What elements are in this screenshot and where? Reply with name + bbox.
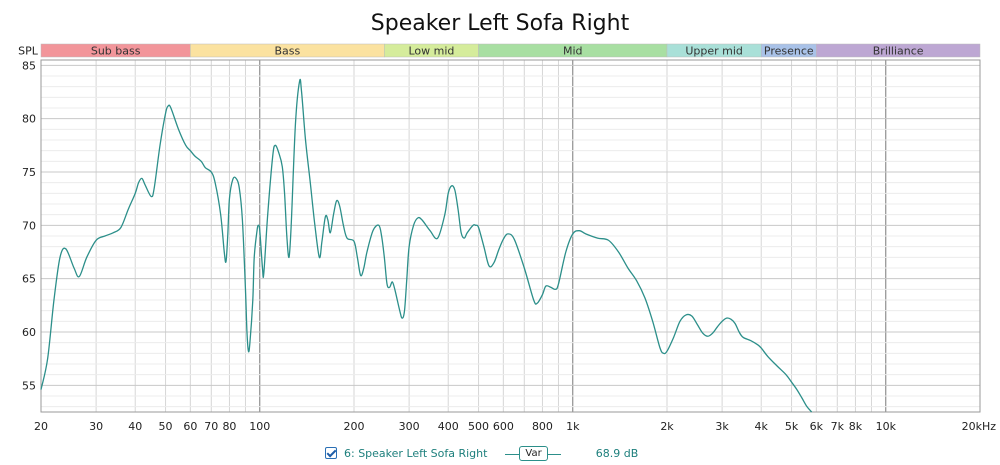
y-tick-label: 75	[22, 166, 36, 179]
x-tick-label: 600	[493, 420, 514, 433]
x-tick-label: 8k	[849, 420, 863, 433]
x-tick-label: 4k	[755, 420, 769, 433]
x-tick-label: 300	[399, 420, 420, 433]
plot-area-border	[40, 59, 981, 413]
series-visibility-checkbox[interactable]	[325, 447, 337, 459]
band-label-brilliance: Brilliance	[873, 45, 924, 58]
var-smoothing-control[interactable]: Var	[505, 445, 562, 461]
legend-level-value: 68.9 dB	[595, 446, 639, 460]
y-tick-label: 60	[22, 326, 36, 339]
band-label-bass: Bass	[274, 45, 300, 58]
grid-lines	[40, 60, 981, 412]
y-tick-label: 55	[22, 379, 36, 392]
x-tick-label: 6k	[810, 420, 824, 433]
x-tick-label: 200	[344, 420, 365, 433]
x-tick-label: 5k	[785, 420, 799, 433]
legend-series-name[interactable]: 6: Speaker Left Sofa Right	[344, 446, 488, 460]
x-tick-label: 2k	[660, 420, 674, 433]
y-tick-label: 80	[22, 113, 36, 126]
legend: 6: Speaker Left Sofa Right Var 68.9 dB	[325, 444, 638, 462]
x-tick-label: 20kHz	[962, 420, 997, 433]
x-tick-label: 3k	[715, 420, 729, 433]
x-tick-label: 50	[159, 420, 173, 433]
x-tick-label: 1k	[566, 420, 580, 433]
x-tick-label: 7k	[831, 420, 845, 433]
y-tick-label: 65	[22, 273, 36, 286]
frequency-response-chart: Speaker Left Sofa Right SPL Sub bass Bass…	[18, 11, 996, 433]
series-line-6-speaker-left-sofa-right	[40, 78, 813, 413]
x-tick-label: 30	[89, 420, 103, 433]
band-label-upper-mid: Upper mid	[685, 45, 743, 58]
x-tick-label: 20	[34, 420, 48, 433]
x-tick-label: 100	[249, 420, 270, 433]
y-tick-label: 70	[22, 219, 36, 232]
y-axis-label: SPL	[18, 45, 39, 58]
band-label-mid: Mid	[563, 45, 583, 58]
var-label[interactable]: Var	[519, 445, 548, 461]
band-brilliance	[816, 43, 981, 58]
x-tick-label: 500	[468, 420, 489, 433]
y-tick-labels: 85 80 75 70 65 60 55	[22, 59, 36, 392]
band-label-presence: Presence	[764, 45, 814, 58]
x-tick-label: 400	[438, 420, 459, 433]
x-tick-label: 60	[183, 420, 197, 433]
band-label-sub-bass: Sub bass	[91, 45, 141, 58]
x-tick-label: 800	[532, 420, 553, 433]
x-tick-labels: 20 30 40 50 60 70 80 100 200 300 400 500 600 800 1k 2k 3…	[34, 420, 996, 433]
x-tick-label: 40	[128, 420, 142, 433]
band-label-low-mid: Low mid	[408, 45, 454, 58]
frequency-bands: Sub bass Bass Low mid Mid Upper mid Presence B…	[40, 43, 981, 58]
y-tick-label: 85	[22, 59, 36, 72]
x-tick-label: 80	[222, 420, 236, 433]
series-group	[40, 78, 813, 413]
x-tick-label: 10k	[876, 420, 897, 433]
x-tick-label: 70	[204, 420, 218, 433]
chart-title: Speaker Left Sofa Right	[371, 11, 630, 36]
